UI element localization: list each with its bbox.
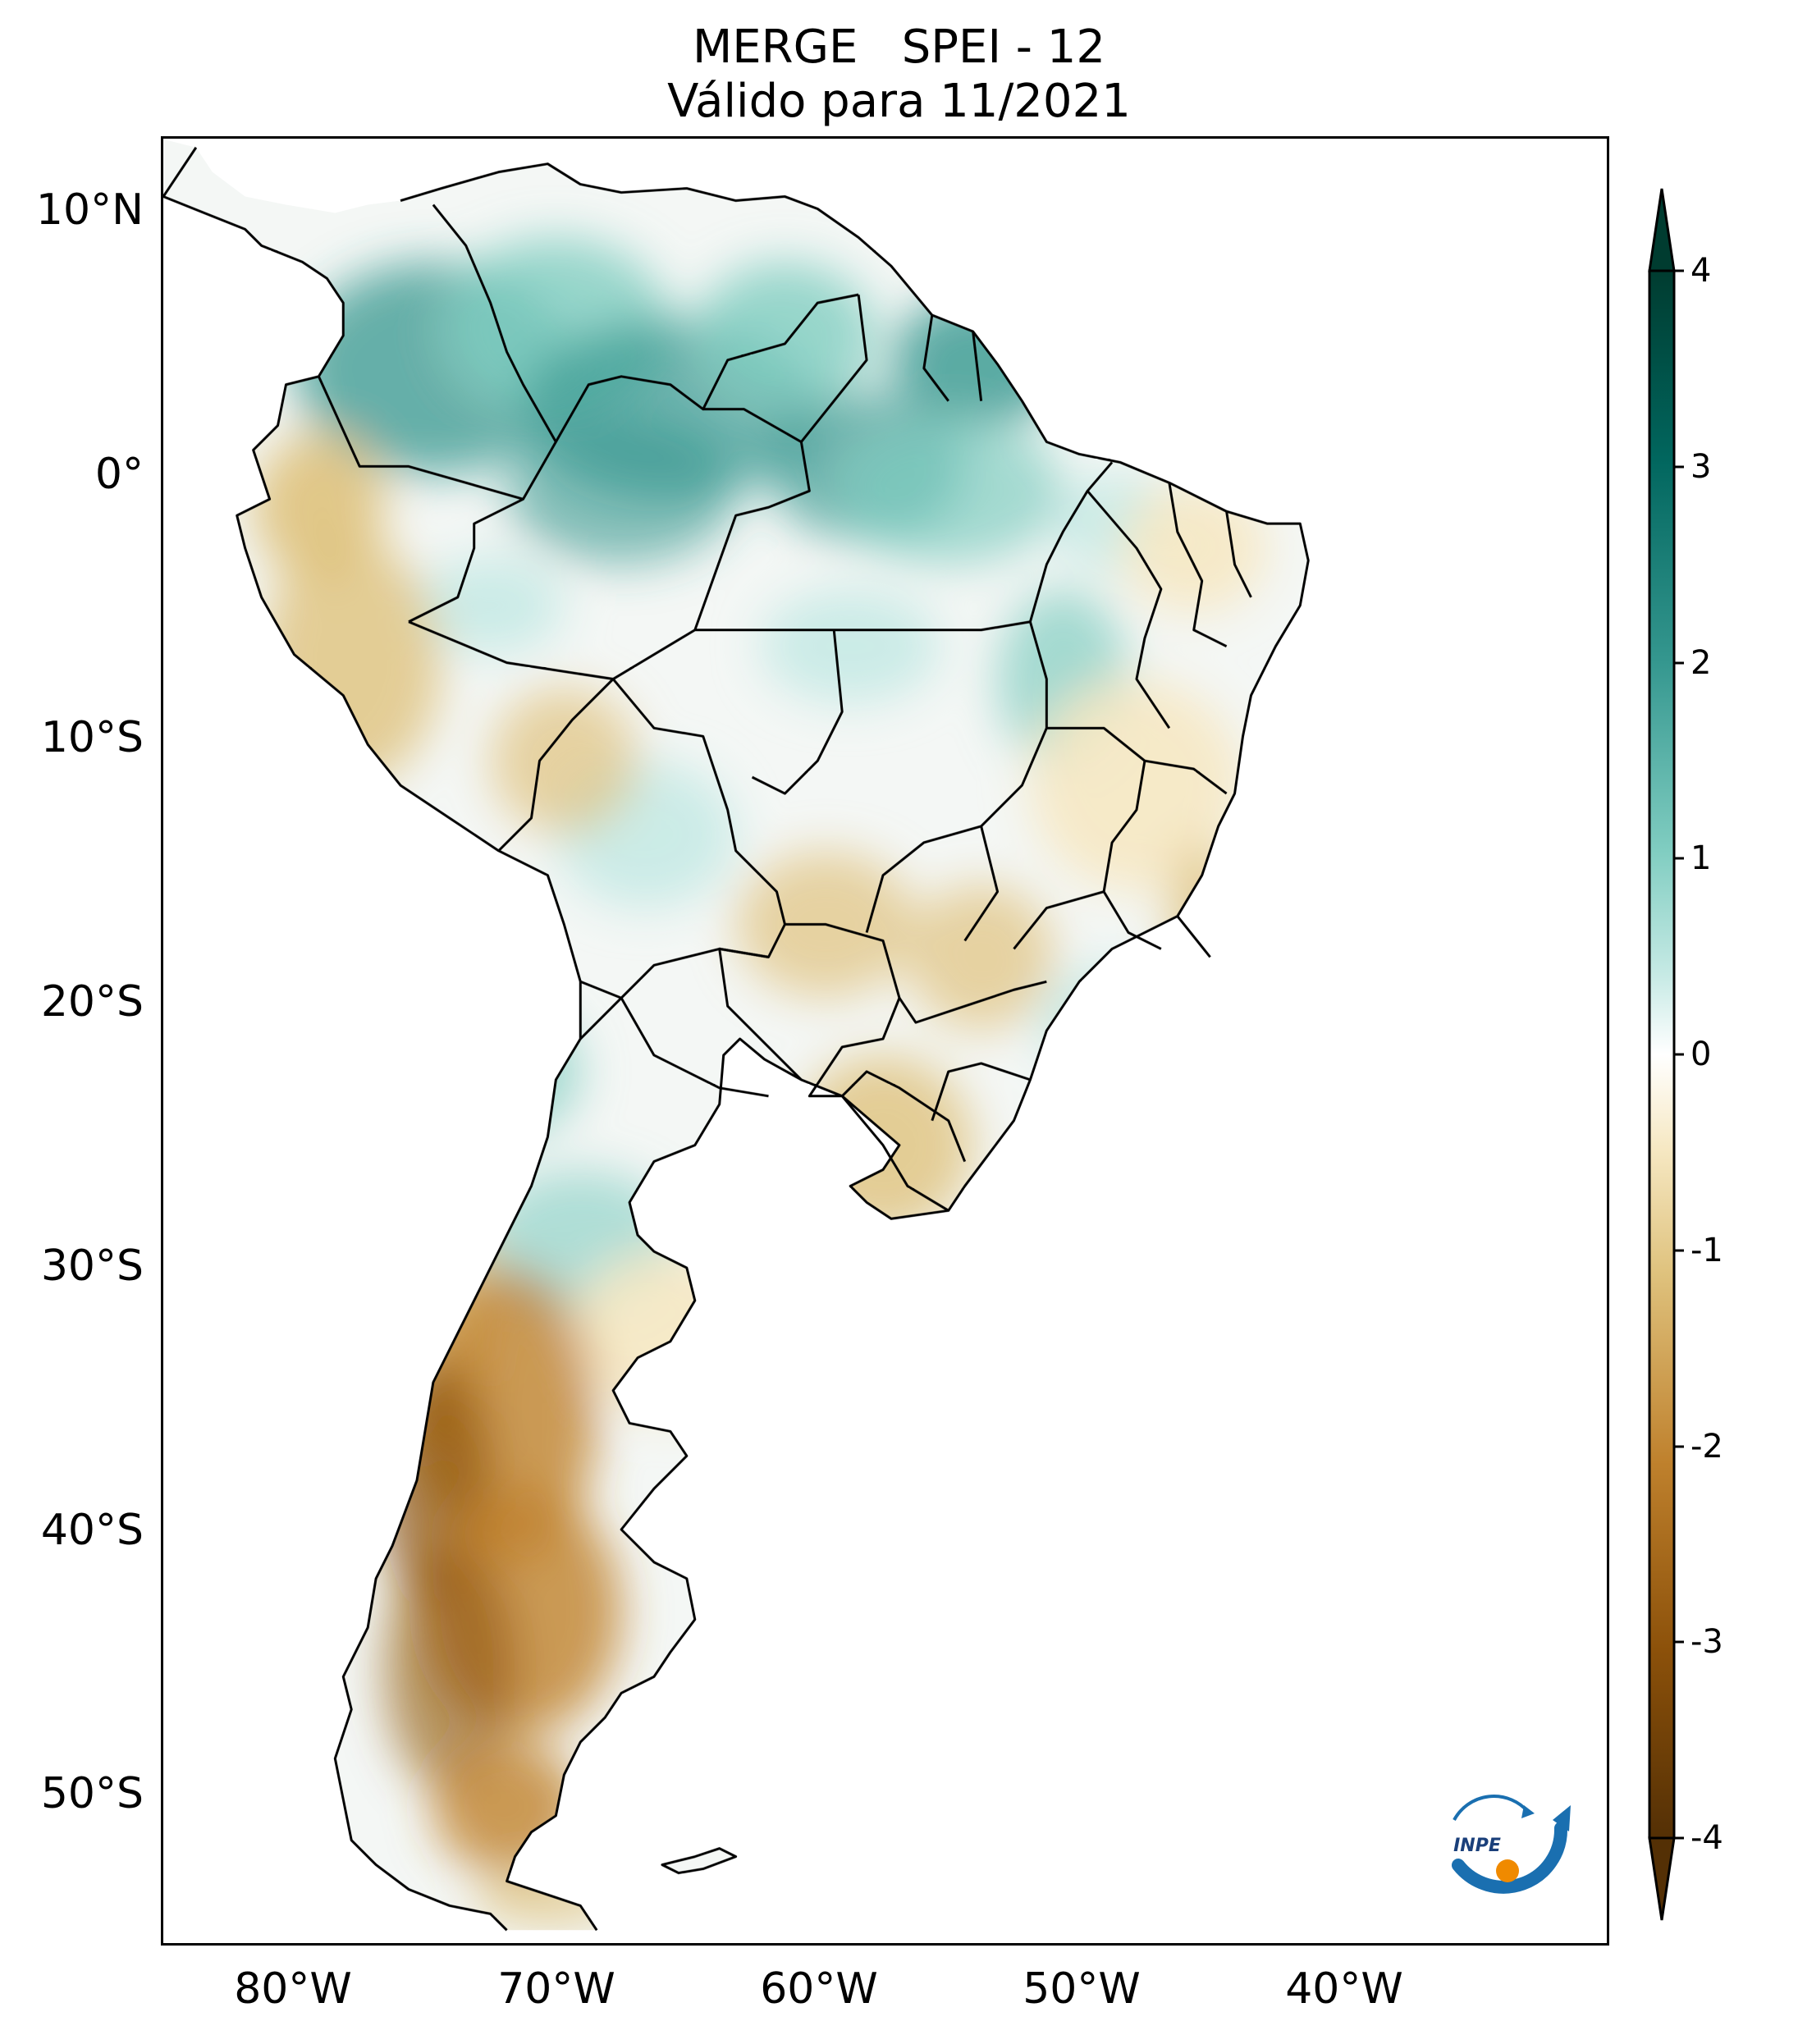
lon-label-40w: 40°W	[1285, 1964, 1403, 2014]
colorbar-tick-3: 3	[1690, 448, 1712, 486]
colorbar	[1648, 188, 1684, 1921]
lat-label-0: 0°	[94, 450, 144, 499]
map-frame	[161, 136, 1609, 1946]
inpe-logo-text: INPE	[1453, 1836, 1501, 1856]
lat-label-50s: 50°S	[40, 1769, 144, 1818]
colorbar-lower-extend	[1648, 1836, 1676, 1921]
chart-title-line1: MERGE SPEI - 12	[692, 21, 1106, 74]
lat-label-10s: 10°S	[40, 713, 144, 762]
colorbar-tick-neg3: -3	[1690, 1623, 1723, 1661]
lon-label-70w: 70°W	[497, 1964, 615, 2014]
lon-label-80w: 80°W	[234, 1964, 352, 2014]
lon-label-60w: 60°W	[760, 1964, 878, 2014]
colorbar-tick-1: 1	[1690, 839, 1712, 877]
colorbar-upper-extend	[1648, 188, 1676, 272]
inpe-logo: INPE	[1452, 1795, 1571, 1894]
lat-label-40s: 40°S	[40, 1506, 144, 1555]
lon-label-50w: 50°W	[1023, 1964, 1141, 2014]
lat-label-10n: 10°N	[35, 185, 144, 235]
colorbar-gradient	[1648, 269, 1676, 1840]
colorbar-tick-neg1: -1	[1690, 1232, 1723, 1269]
spei-map	[163, 139, 1310, 1932]
colorbar-tick-neg4: -4	[1690, 1819, 1723, 1857]
colorbar-tick-0: 0	[1690, 1036, 1712, 1073]
colorbar-tick-neg2: -2	[1690, 1428, 1723, 1466]
lat-label-30s: 30°S	[40, 1241, 144, 1291]
colorbar-tick-2: 2	[1690, 644, 1712, 682]
colorbar-tick-4: 4	[1690, 252, 1712, 290]
chart-title-line2: Válido para 11/2021	[667, 75, 1131, 128]
lat-label-20s: 20°S	[40, 977, 144, 1027]
